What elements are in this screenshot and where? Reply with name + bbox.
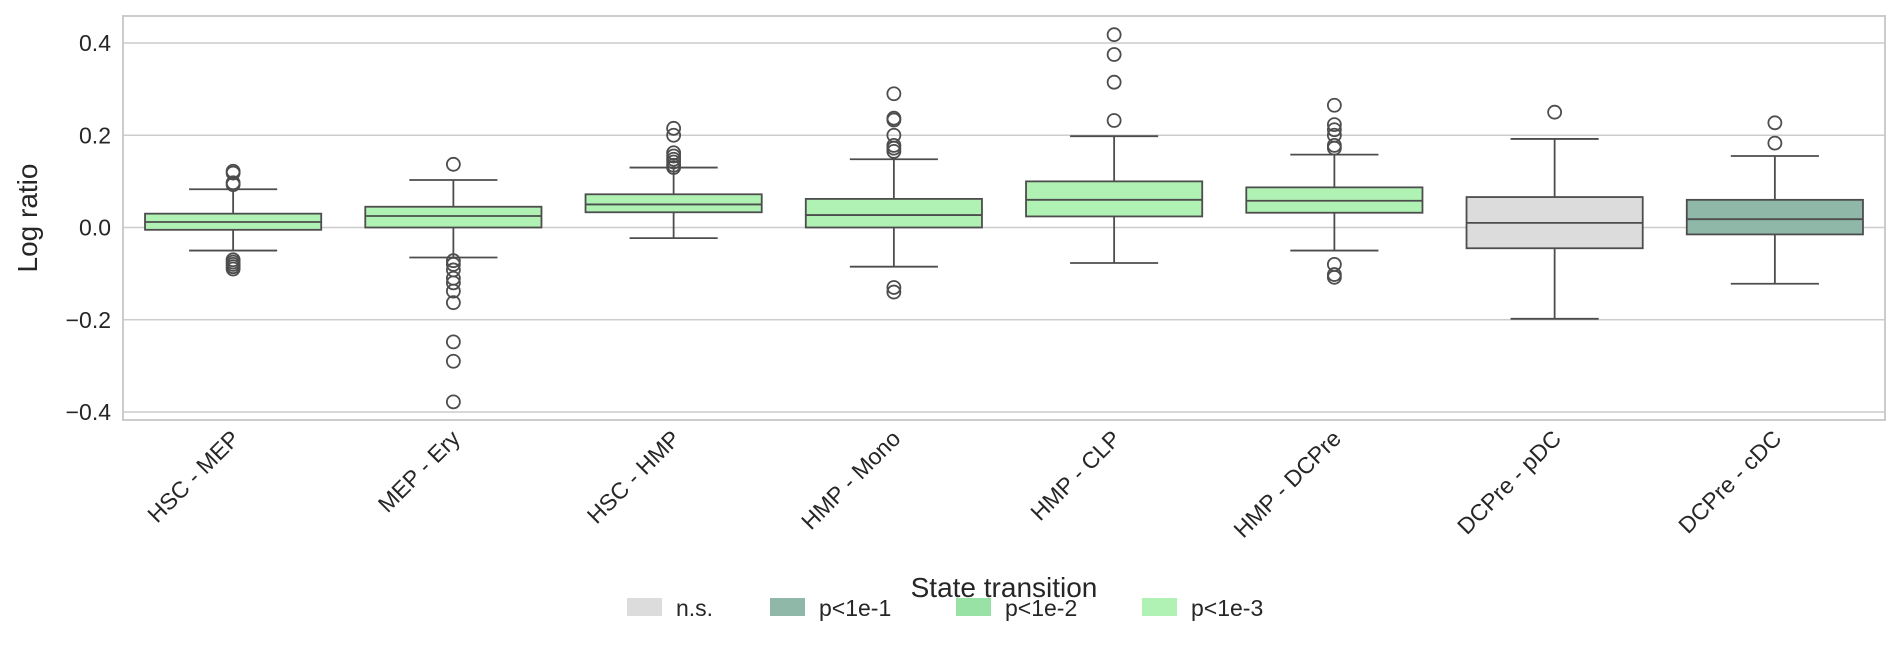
- legend-item: p<1e-2: [956, 595, 1077, 621]
- outlier-point: [1326, 140, 1342, 156]
- box-group: [1465, 104, 1644, 320]
- y-axis-title: Log ratio: [12, 164, 43, 273]
- y-tick-label: 0.2: [79, 122, 111, 148]
- legend-item: n.s.: [627, 595, 713, 621]
- box-group: [584, 120, 763, 240]
- box-group: [1245, 97, 1424, 285]
- outlier-point: [666, 127, 682, 143]
- legend-swatch: [956, 598, 991, 616]
- outlier-point: [886, 86, 902, 102]
- x-tick-label: HSC - HMP: [582, 425, 685, 528]
- iqr-box: [1025, 180, 1204, 218]
- box-group: [1025, 27, 1204, 264]
- outlier-point: [445, 334, 461, 350]
- iqr-box: [804, 198, 983, 229]
- legend-item: p<1e-3: [1142, 595, 1263, 621]
- y-tick-label: 0.0: [79, 215, 111, 241]
- box-plots: [144, 27, 1864, 410]
- box-group: [364, 156, 543, 410]
- x-tick-label: DCPre - cDC: [1673, 425, 1786, 538]
- box-group: [144, 163, 323, 277]
- outlier-point: [1767, 115, 1783, 131]
- legend-swatch: [1142, 598, 1177, 616]
- legend-label: p<1e-1: [819, 595, 891, 621]
- outlier-point: [886, 280, 902, 295]
- outlier-point: [1106, 74, 1122, 90]
- iqr-box: [1685, 198, 1864, 236]
- outlier-point: [1106, 27, 1122, 43]
- outlier-point: [886, 143, 902, 159]
- plot-frame: [122, 15, 1886, 421]
- box-group: [804, 86, 983, 300]
- legend-swatch: [627, 598, 662, 616]
- x-axis-ticks: HSC - MEP MEP - Ery HSC - HMP HMP - Mono HMP…: [142, 425, 1786, 543]
- outlier-point: [445, 275, 461, 291]
- outlier-point: [1767, 135, 1783, 151]
- outlier-point: [445, 283, 461, 299]
- outlier-point: [1326, 97, 1342, 113]
- iqr-box: [364, 205, 543, 229]
- iqr-box: [584, 193, 763, 214]
- outlier-point: [886, 112, 902, 128]
- x-tick-label: HMP - CLP: [1025, 425, 1125, 525]
- outlier-point: [445, 156, 461, 172]
- x-tick-label: DCPre - pDC: [1452, 425, 1566, 539]
- legend-item: p<1e-1: [770, 595, 891, 621]
- y-axis-ticks: 0.4 0.2 0.0 −0.2 −0.4: [66, 30, 112, 425]
- box-group: [1685, 115, 1864, 285]
- outlier-point: [1547, 104, 1563, 120]
- outlier-point: [1326, 122, 1342, 138]
- x-tick-label: HMP - DCPre: [1228, 425, 1345, 542]
- x-tick-label: MEP - Ery: [373, 425, 466, 518]
- outlier-point: [886, 284, 902, 300]
- outlier-point: [666, 120, 682, 136]
- y-tick-label: −0.2: [66, 307, 111, 333]
- outlier-point: [1106, 113, 1122, 128]
- outlier-point: [225, 177, 241, 193]
- outlier-point: [225, 165, 241, 181]
- y-tick-label: −0.4: [66, 399, 112, 425]
- x-tick-label: HSC - MEP: [142, 425, 244, 527]
- outlier-point: [445, 295, 461, 311]
- outlier-point: [445, 353, 461, 369]
- legend-label: p<1e-3: [1191, 595, 1263, 621]
- x-tick-label: HMP - Mono: [796, 425, 905, 534]
- legend-label: n.s.: [676, 595, 713, 621]
- outlier-point: [445, 253, 461, 269]
- outlier-point: [1106, 47, 1122, 62]
- outlier-point: [445, 394, 461, 410]
- legend-swatch: [770, 598, 805, 616]
- y-tick-label: 0.4: [79, 30, 111, 56]
- legend: n.s. p<1e-1 p<1e-2 p<1e-3: [627, 595, 1263, 621]
- outlier-point: [225, 261, 241, 277]
- outlier-point: [1326, 269, 1342, 285]
- outlier-point: [1326, 117, 1342, 133]
- legend-label: p<1e-2: [1005, 595, 1077, 621]
- x-axis-title: State transition: [911, 572, 1098, 603]
- outlier-point: [666, 160, 682, 175]
